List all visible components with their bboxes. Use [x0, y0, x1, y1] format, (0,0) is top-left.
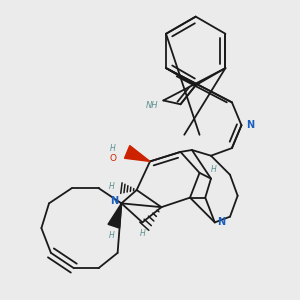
Text: NH: NH [146, 100, 158, 109]
Text: H: H [109, 231, 115, 240]
Text: H: H [110, 144, 116, 153]
Text: O: O [109, 154, 116, 163]
Text: H: H [211, 165, 217, 174]
Polygon shape [124, 146, 150, 161]
Text: N: N [218, 218, 226, 227]
Text: H: H [140, 229, 146, 238]
Text: N: N [246, 120, 254, 130]
Text: N: N [110, 196, 118, 206]
Text: H: H [109, 182, 115, 191]
Polygon shape [108, 203, 122, 228]
